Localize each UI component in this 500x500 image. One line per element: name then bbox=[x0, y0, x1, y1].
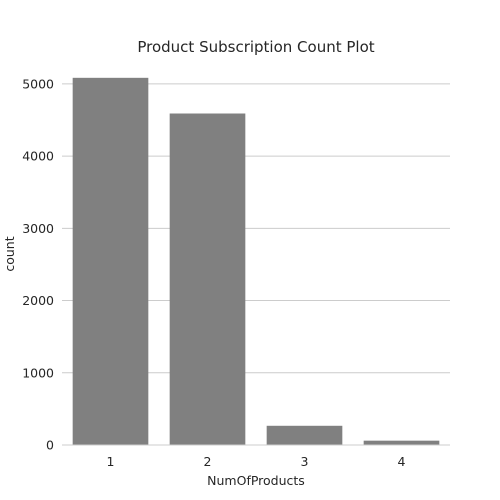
bar-1 bbox=[72, 77, 149, 446]
bar-3 bbox=[266, 425, 343, 445]
bar-4 bbox=[363, 440, 440, 445]
x-tick-label: 3 bbox=[301, 454, 309, 469]
chart-title: Product Subscription Count Plot bbox=[137, 38, 374, 56]
y-tick-label: 4000 bbox=[22, 149, 54, 164]
y-axis-label: count bbox=[2, 236, 17, 271]
y-tick-label: 0 bbox=[46, 438, 54, 453]
y-tick-labels: 0 1000 2000 3000 4000 5000 bbox=[22, 76, 54, 452]
y-tick-label: 1000 bbox=[22, 365, 54, 380]
y-tick-label: 3000 bbox=[22, 221, 54, 236]
x-tick-label: 1 bbox=[107, 454, 115, 469]
y-tick-label: 2000 bbox=[22, 293, 54, 308]
x-axis-label: NumOfProducts bbox=[207, 473, 305, 488]
x-tick-label: 4 bbox=[398, 454, 406, 469]
x-tick-label: 2 bbox=[204, 454, 212, 469]
x-tick-labels: 1 2 3 4 bbox=[107, 454, 406, 469]
y-tick-label: 5000 bbox=[22, 76, 54, 91]
bar-2 bbox=[169, 113, 246, 445]
bars bbox=[72, 77, 440, 446]
